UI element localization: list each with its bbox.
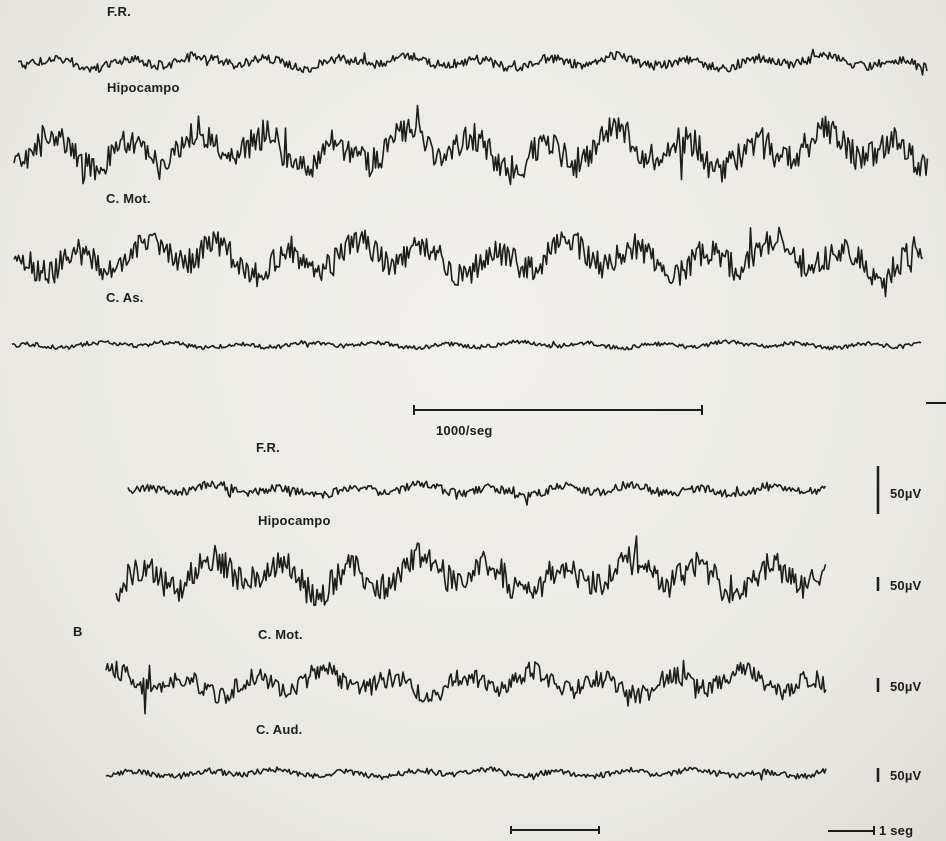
time-scale-label-b: 1 seg (879, 823, 914, 838)
eeg-trace-a-4 (11, 339, 922, 351)
time-scale-label-a: 1000/seg (436, 423, 493, 438)
trace-label-hipocampo-a: Hipocampo (107, 80, 180, 95)
trace-label-cmot-b: C. Mot. (258, 627, 303, 642)
eeg-trace-b-3 (105, 659, 827, 715)
amplitude-scale-label-1: 50µV (890, 486, 922, 501)
trace-label-fr-a: F.R. (107, 4, 131, 19)
amplitude-scale-label-3: 50µV (890, 679, 922, 694)
panel-label-b: B (73, 624, 83, 639)
amplitude-scale-label-4: 50µV (890, 768, 922, 783)
eeg-trace-a-2 (13, 104, 929, 186)
eeg-trace-a-1 (17, 48, 928, 76)
trace-label-fr-b: F.R. (256, 440, 280, 455)
eeg-trace-a-3 (13, 226, 924, 298)
trace-label-cmot-a: C. Mot. (106, 191, 151, 206)
eeg-trace-b-4 (105, 766, 827, 781)
amplitude-scale-label-2: 50µV (890, 578, 922, 593)
trace-label-cas-a: C. As. (106, 290, 144, 305)
eeg-trace-b-1 (127, 480, 827, 506)
eeg-trace-b-2 (115, 535, 827, 607)
trace-label-caud-b: C. Aud. (256, 722, 303, 737)
trace-label-hipocampo-b: Hipocampo (258, 513, 331, 528)
